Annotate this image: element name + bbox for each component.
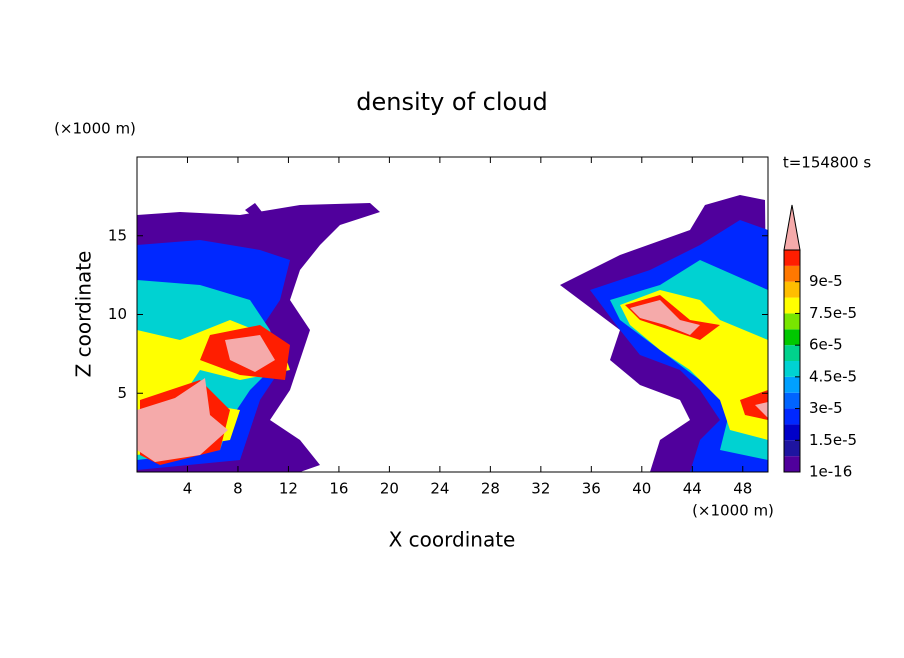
colorbar-tick-label: 1e-16	[809, 463, 852, 481]
colorbar-band	[784, 329, 800, 346]
axes: 4 8 12 16 20 24 28 32 36 40 44 48510151e-161.5e-53e…	[108, 156, 857, 498]
contour-field	[137, 195, 768, 472]
x-tick-label: 32	[531, 480, 550, 498]
colorbar-tick-label: 9e-5	[809, 272, 843, 290]
contour-region	[755, 402, 768, 418]
x-tick-label: 24	[430, 480, 449, 498]
contour-region	[740, 390, 768, 420]
colorbar-band	[784, 265, 800, 282]
x-tick-label: 28	[481, 480, 500, 498]
x-tick-label: 40	[632, 480, 651, 498]
colorbar-tick-label: 4.5e-5	[809, 367, 857, 385]
colorbar-band	[784, 424, 800, 441]
x-tick-label: 44	[683, 480, 702, 498]
colorbar-band	[784, 376, 800, 393]
y-unit: (×1000 m)	[54, 120, 136, 138]
colorbar-frame	[783, 249, 801, 473]
x-tick-label: 4	[183, 480, 193, 498]
time-annotation: t=154800 s	[783, 154, 871, 172]
contour-region	[245, 203, 262, 216]
colorbar-band	[784, 297, 800, 314]
colorbar-band	[784, 440, 800, 457]
colorbar-tick-label: 7.5e-5	[809, 304, 857, 322]
colorbar-band	[784, 456, 800, 472]
chart-title: density of cloud	[356, 88, 547, 116]
x-tick-label: 36	[582, 480, 601, 498]
colorbar-band	[784, 408, 800, 425]
colorbar-band	[784, 392, 800, 409]
colorbar-band	[784, 361, 800, 377]
y-tick-label: 5	[117, 384, 127, 402]
x-tick-label: 8	[233, 480, 243, 498]
x-tick-label: 16	[329, 480, 348, 498]
contour-region	[137, 378, 228, 462]
y-tick-label: 15	[108, 226, 127, 244]
contour-region	[630, 300, 700, 335]
contour-region	[225, 335, 275, 372]
x-axis-label: X coordinate	[389, 528, 516, 552]
x-tick-label: 48	[733, 480, 752, 498]
colorbar-band	[784, 281, 800, 298]
colorbar-band	[784, 345, 800, 361]
x-tick-label: 12	[279, 480, 298, 498]
colorbar-band	[784, 313, 800, 330]
x-tick-label: 20	[380, 480, 399, 498]
colorbar-tick-label: 3e-5	[809, 399, 843, 417]
y-axis-label: Z coordinate	[72, 251, 96, 378]
contour-region	[620, 290, 768, 440]
y-tick-label: 10	[108, 305, 127, 323]
colorbar-tick-label: 6e-5	[809, 336, 843, 354]
x-unit: (×1000 m)	[692, 502, 774, 520]
colorbar-tick-label: 1.5e-5	[809, 431, 857, 449]
colorbar-band	[784, 250, 800, 266]
